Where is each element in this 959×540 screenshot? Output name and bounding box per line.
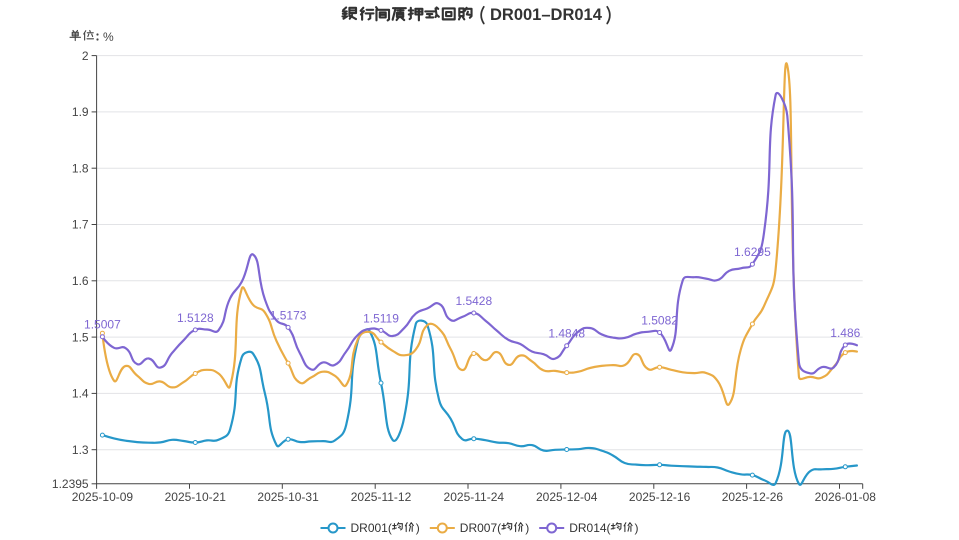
svg-text:DR001–DR014: DR001–DR014: [490, 6, 603, 24]
svg-text:2025-10-09: 2025-10-09: [72, 490, 134, 504]
svg-text:): ): [416, 521, 420, 535]
svg-text:1.2395: 1.2395: [52, 477, 89, 491]
svg-text:1.6295: 1.6295: [734, 245, 771, 259]
svg-text:2025-10-31: 2025-10-31: [257, 490, 319, 504]
svg-text:1.5007: 1.5007: [84, 318, 121, 332]
svg-text:1.4848: 1.4848: [548, 327, 585, 341]
svg-text:2025-11-12: 2025-11-12: [351, 490, 412, 504]
svg-text:2025-12-26: 2025-12-26: [722, 490, 784, 504]
svg-text:2: 2: [82, 49, 89, 63]
svg-text:1.5: 1.5: [72, 330, 89, 344]
svg-text:2025-12-04: 2025-12-04: [536, 490, 598, 504]
svg-text:DR007(: DR007(: [460, 521, 501, 535]
svg-text:1.9: 1.9: [72, 105, 89, 119]
svg-text:1.3: 1.3: [72, 443, 89, 457]
svg-text:DR001(: DR001(: [351, 521, 392, 535]
svg-text:2025-10-21: 2025-10-21: [165, 490, 227, 504]
svg-text:1.7: 1.7: [72, 218, 89, 232]
svg-text:DR014(: DR014(: [569, 521, 610, 535]
svg-text:1.5082: 1.5082: [641, 314, 678, 328]
svg-text:2026-01-08: 2026-01-08: [815, 490, 877, 504]
svg-text:1.6: 1.6: [72, 274, 89, 288]
svg-text:1.8: 1.8: [72, 161, 89, 175]
svg-text:1.5428: 1.5428: [455, 294, 492, 308]
svg-text:1.5128: 1.5128: [177, 311, 214, 325]
svg-text:1.4: 1.4: [72, 387, 89, 401]
svg-text:%: %: [103, 30, 114, 44]
svg-text:): ): [525, 521, 529, 535]
svg-text:1.5119: 1.5119: [363, 311, 399, 325]
svg-text:2025-11-24: 2025-11-24: [444, 490, 505, 504]
svg-text:2025-12-16: 2025-12-16: [629, 490, 691, 504]
svg-text:): ): [635, 521, 639, 535]
svg-text:1.486: 1.486: [830, 326, 860, 340]
svg-text:1.5173: 1.5173: [270, 308, 307, 322]
